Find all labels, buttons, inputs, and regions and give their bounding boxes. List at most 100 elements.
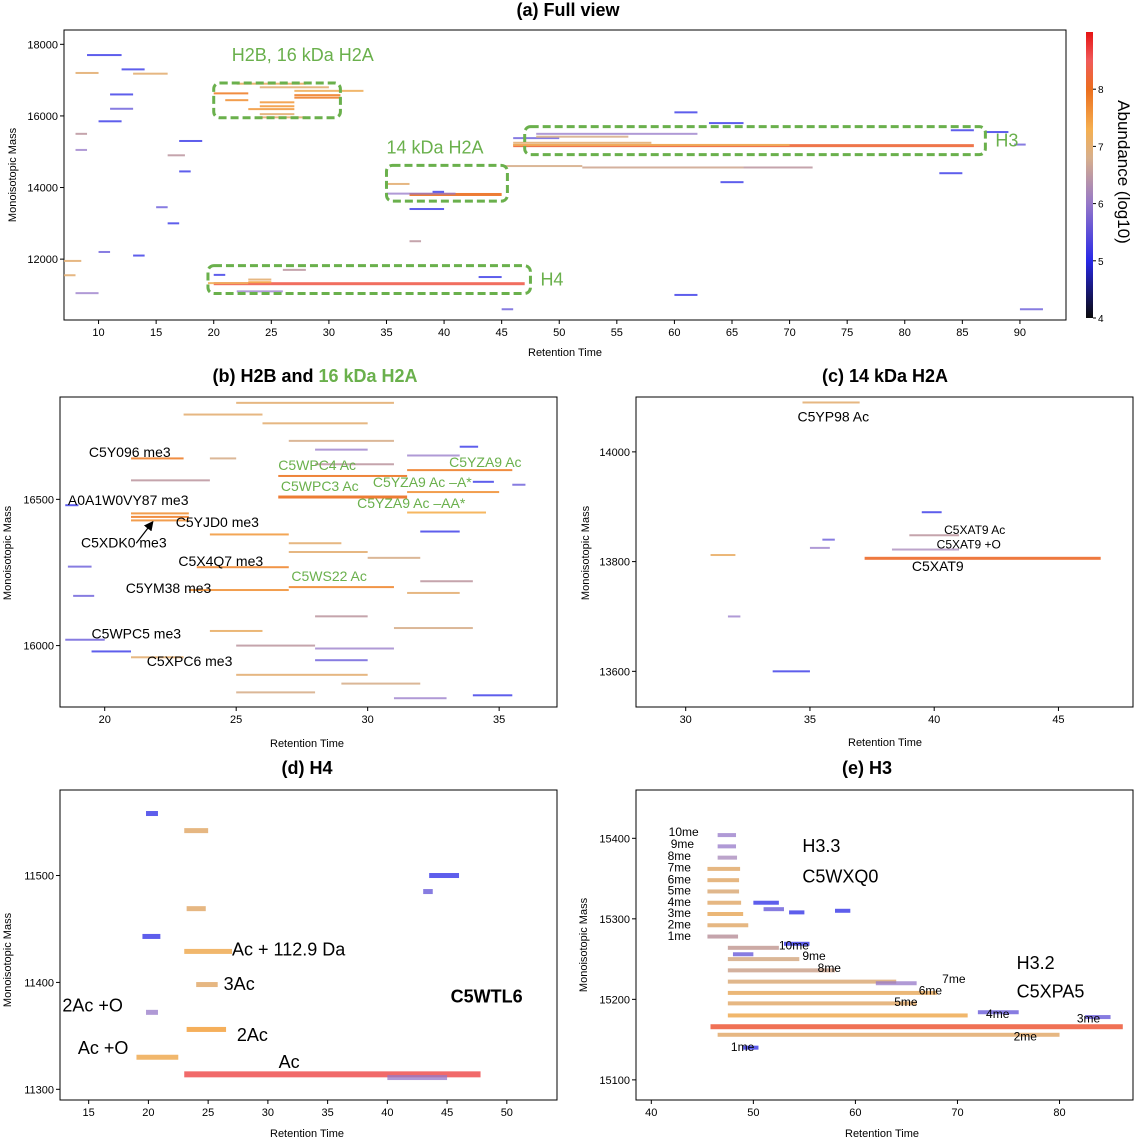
feature-band bbox=[167, 154, 185, 157]
annotation-label: C5WPC5 me3 bbox=[92, 625, 182, 641]
feature-band bbox=[909, 534, 960, 537]
panel-b-title: (b) H2B and 16 kDa H2A bbox=[212, 366, 417, 386]
feature-band bbox=[472, 480, 494, 483]
annotation-label: 5me bbox=[894, 995, 918, 1009]
feature-band bbox=[184, 828, 209, 834]
feature-band bbox=[367, 556, 421, 559]
annotation-label: 9me bbox=[802, 949, 826, 963]
feature-band bbox=[707, 934, 739, 939]
annotation-label: 10me bbox=[779, 938, 809, 952]
feature-band bbox=[131, 519, 189, 522]
panel-e-title: (e) H3 bbox=[842, 758, 892, 778]
feature-band bbox=[478, 276, 502, 279]
feature-band bbox=[73, 594, 95, 597]
region-label: H4 bbox=[540, 270, 563, 290]
feature-band bbox=[717, 833, 737, 838]
feature-band bbox=[131, 512, 189, 515]
feature-band bbox=[772, 670, 810, 673]
annotation-label: 2Ac bbox=[237, 1025, 268, 1045]
annotation-label: 4me bbox=[668, 895, 692, 909]
x-tick-label: 25 bbox=[265, 327, 277, 339]
annotation-label: C5X4Q7 me3 bbox=[178, 553, 263, 569]
annotation-label: C5XAT9 bbox=[912, 558, 964, 574]
feature-band bbox=[409, 208, 445, 211]
feature-band bbox=[921, 511, 942, 514]
panel-a-plot: 10 15 20 25 30 35 40 45 50 55 60 65 70 75 80 85 90 12000 1… bbox=[27, 29, 1067, 339]
panel-c-plot: 30 35 40 45 13600 13800 14000 C5YP98 Ac C5XAT9 A… bbox=[599, 396, 1134, 726]
colorbar-tick-label: 7 bbox=[1098, 142, 1104, 153]
feature-band bbox=[209, 629, 263, 632]
feature-band bbox=[1019, 308, 1043, 311]
panel-b-xlabel: Retention Time bbox=[270, 738, 344, 750]
x-tick-label: 25 bbox=[202, 1107, 214, 1119]
feature-band bbox=[727, 968, 836, 973]
feature-band bbox=[131, 457, 184, 460]
colorbar-tick-label: 5 bbox=[1098, 257, 1104, 268]
feature-band bbox=[288, 586, 394, 589]
plot-area bbox=[63, 29, 1067, 321]
feature-band bbox=[75, 71, 99, 74]
annotation-label: C5YZA9 Ac bbox=[449, 454, 521, 470]
x-tick-label: 50 bbox=[747, 1107, 759, 1119]
feature-band bbox=[65, 504, 79, 507]
y-tick-label: 11500 bbox=[24, 871, 54, 883]
x-tick-label: 60 bbox=[849, 1107, 861, 1119]
colorbar-gradient bbox=[1086, 32, 1093, 318]
feature-band bbox=[835, 908, 851, 913]
feature-band bbox=[131, 479, 210, 482]
annotation-label: C5XAT9 Ac bbox=[944, 523, 1005, 537]
y-tick-label: 15200 bbox=[599, 994, 630, 1006]
feature-band bbox=[248, 281, 272, 284]
feature-band bbox=[472, 694, 513, 697]
x-tick-label: 90 bbox=[1014, 327, 1026, 339]
x-tick-label: 45 bbox=[496, 327, 508, 339]
feature-band bbox=[179, 170, 191, 173]
annotation-label: C5YZA9 Ac –AA* bbox=[357, 495, 466, 511]
annotation-label: C5WTL6 bbox=[451, 987, 523, 1007]
annotation-label: 1me bbox=[668, 929, 692, 943]
feature-band bbox=[98, 120, 122, 123]
feature-band bbox=[236, 673, 368, 676]
feature-band bbox=[707, 866, 741, 871]
feature-band bbox=[209, 457, 237, 460]
feature-band bbox=[727, 615, 741, 618]
x-tick-label: 30 bbox=[680, 714, 692, 726]
feature-band bbox=[142, 933, 161, 939]
feature-band bbox=[674, 111, 698, 114]
feature-band bbox=[183, 413, 263, 416]
feature-band bbox=[186, 1026, 227, 1032]
region-box bbox=[523, 125, 987, 157]
feature-band bbox=[184, 948, 233, 954]
feature-band bbox=[236, 401, 394, 404]
annotation-label: 6me bbox=[919, 984, 943, 998]
y-tick-label: 13800 bbox=[599, 557, 630, 569]
feature-band bbox=[501, 308, 514, 311]
plot-area bbox=[635, 789, 1134, 1101]
feature-band bbox=[341, 682, 421, 685]
feature-band bbox=[407, 454, 460, 457]
x-tick-label: 15 bbox=[83, 1107, 95, 1119]
annotation-label: C5XPA5 bbox=[1017, 982, 1085, 1002]
annotation-label: 7me bbox=[668, 860, 692, 874]
feature-band bbox=[727, 990, 938, 995]
panel-d-plot: 15 20 25 30 35 40 45 50 11300 11400 11500 Ac + 112.… bbox=[24, 789, 558, 1119]
feature-band bbox=[743, 1045, 759, 1050]
x-tick-label: 85 bbox=[956, 327, 968, 339]
feature-band bbox=[110, 107, 134, 110]
annotation-label: C5XPC6 me3 bbox=[147, 653, 233, 669]
panel-a-ylabel: Monoisotopic Mass bbox=[7, 127, 19, 222]
feature-band bbox=[875, 981, 917, 986]
x-tick-label: 45 bbox=[1052, 714, 1064, 726]
x-tick-label: 70 bbox=[951, 1107, 963, 1119]
feature-band bbox=[146, 1009, 158, 1015]
feature-band bbox=[950, 129, 974, 132]
panel-d-ylabel: Monoisotopic Mass bbox=[2, 912, 14, 1007]
panel-c-title: (c) 14 kDa H2A bbox=[822, 366, 948, 386]
feature-band bbox=[420, 580, 473, 583]
feature-band bbox=[278, 474, 408, 477]
feature-band bbox=[196, 566, 289, 569]
feature-band bbox=[288, 542, 342, 545]
feature-band bbox=[294, 94, 341, 97]
feature-band bbox=[707, 889, 740, 894]
feature-band bbox=[259, 105, 295, 108]
